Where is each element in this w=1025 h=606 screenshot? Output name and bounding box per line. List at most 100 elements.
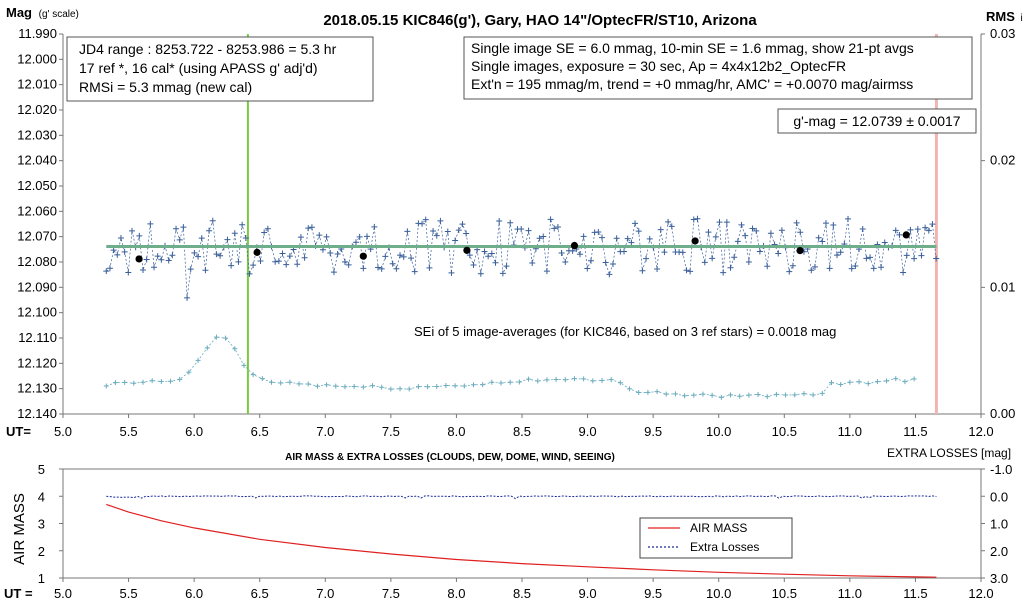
single-image-point: [117, 234, 124, 241]
single-image-point: [147, 220, 154, 227]
single-image-point: [235, 258, 242, 265]
single-image-point: [470, 261, 477, 268]
single-image-point: [834, 252, 841, 259]
single-image-point: [180, 224, 187, 231]
bottom-x-tick-label: 10.0: [706, 586, 731, 601]
top-y-tick-label: 12.040: [17, 153, 57, 168]
image-average-point: [253, 248, 261, 256]
single-image-point: [408, 255, 415, 262]
rms-point: [360, 384, 366, 390]
single-image-point: [632, 220, 639, 227]
top-x-tick-label: 7.5: [382, 424, 400, 439]
top-y-tick-label: 12.140: [17, 406, 57, 421]
single-image-point: [341, 258, 348, 265]
rms-point: [562, 377, 568, 383]
single-image-point: [202, 267, 209, 274]
rms-point: [342, 384, 348, 390]
rms-point: [526, 376, 532, 382]
single-image-point: [639, 267, 646, 274]
rms-point: [617, 380, 623, 386]
bottom-x-tick-label: 8.5: [513, 586, 531, 601]
single-image-point: [690, 216, 697, 223]
single-image-point: [764, 263, 771, 270]
rms-point: [351, 383, 357, 389]
top-y-tick-label: 12.000: [17, 51, 57, 66]
single-image-point: [900, 269, 907, 276]
rms-point: [709, 392, 715, 398]
top-x-tick-label: 11.5: [903, 424, 927, 439]
rms-point: [470, 382, 476, 388]
single-image-point: [694, 215, 701, 222]
bottom-x-tick-label: 8.0: [447, 586, 465, 601]
single-image-point: [587, 257, 594, 264]
rms-point: [489, 379, 495, 385]
top-x-tick-label: 8.5: [513, 424, 531, 439]
single-image-point: [294, 261, 301, 268]
single-image-point: [903, 252, 910, 259]
rms-point: [122, 379, 128, 385]
single-image-point: [275, 258, 282, 265]
single-image-point: [727, 264, 734, 271]
single-image-point: [911, 255, 918, 262]
bottom-right-tick-label: 2.0: [990, 544, 1008, 559]
single-image-point: [187, 266, 194, 273]
single-image-point: [929, 221, 936, 228]
single-image-point: [731, 254, 738, 261]
single-image-point: [114, 251, 121, 258]
single-image-point: [393, 265, 400, 272]
bottom-x-tick-label: 5.5: [120, 586, 138, 601]
bottom-ut-label: UT =: [4, 586, 33, 601]
rms-point: [581, 376, 587, 382]
rms-series-line: [106, 336, 915, 398]
rms-point: [443, 383, 449, 389]
rms-point: [608, 377, 614, 383]
single-image-point: [356, 233, 363, 240]
single-image-point: [154, 253, 161, 260]
info-right-line-1: Single image SE = 6.0 mmag, 10-min SE = …: [471, 40, 914, 56]
info-right-line-2: Single images, exposure = 30 sec, Ap = 4…: [471, 58, 846, 74]
single-image-point: [668, 223, 675, 230]
rms-point: [792, 392, 798, 398]
rms-point: [287, 379, 293, 385]
single-image-point: [811, 263, 818, 270]
single-image-point: [830, 222, 837, 229]
single-image-point: [305, 225, 312, 232]
chart-title: 2018.05.15 KIC846(g'), Gary, HAO 14"/Opt…: [323, 12, 757, 29]
top-y-tick-label: 12.130: [17, 381, 57, 396]
single-image-point: [878, 264, 885, 271]
single-image-point: [224, 236, 231, 243]
single-image-point: [139, 266, 146, 273]
single-image-point: [397, 252, 404, 259]
single-image-point: [279, 250, 286, 257]
single-image-point: [488, 250, 495, 257]
rms-point: [397, 386, 403, 392]
top-right-tick-label: 0.01: [990, 279, 1015, 294]
single-image-point: [749, 225, 756, 232]
single-image-point: [257, 258, 264, 265]
single-image-point: [705, 229, 712, 236]
rms-point: [535, 378, 541, 384]
single-image-point: [679, 249, 686, 256]
top-x-tick-label: 12.0: [968, 424, 993, 439]
single-image-point: [481, 248, 488, 255]
single-image-point: [562, 259, 569, 266]
rms-point: [333, 383, 339, 389]
single-image-point: [173, 225, 180, 232]
bottom-x-tick-label: 11.5: [903, 586, 927, 601]
rms-point: [874, 379, 880, 385]
single-image-point: [121, 248, 128, 255]
rms-point: [204, 345, 210, 351]
single-image-point: [602, 259, 609, 266]
rms-point: [480, 382, 486, 388]
top-y-tick-label: 12.020: [17, 102, 57, 117]
single-image-point: [176, 236, 183, 243]
rms-point: [764, 394, 770, 400]
rms-point: [507, 379, 513, 385]
single-image-point: [286, 253, 293, 260]
image-average-point: [902, 231, 910, 239]
single-image-point: [507, 219, 514, 226]
rms-point: [654, 389, 660, 395]
image-average-point: [359, 252, 367, 260]
single-image-point: [360, 265, 367, 272]
